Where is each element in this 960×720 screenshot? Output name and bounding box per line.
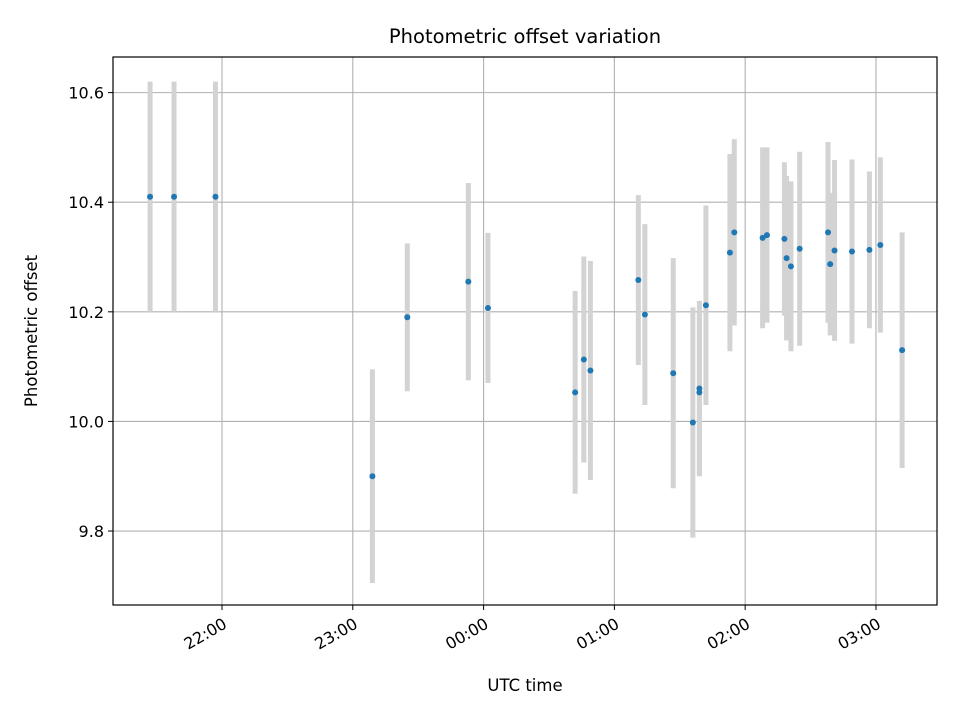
data-point [369,473,376,480]
y-tick-label: 10.0 [68,412,104,431]
y-axis-label: Photometric offset [22,254,41,407]
data-point [580,356,587,363]
x-axis-label: UTC time [487,676,562,695]
data-point [484,304,491,311]
x-tick-label: 02:00 [704,614,753,654]
data-point [759,234,766,241]
data-point [404,314,411,321]
error-bars [147,81,905,584]
data-point [641,311,648,318]
data-point [726,249,733,256]
data-point [787,263,794,270]
y-tick-label: 10.4 [68,193,104,212]
data-point [763,232,770,239]
data-point [781,235,788,242]
x-tick-label: 00:00 [442,614,491,654]
data-point [670,370,677,377]
x-tick-label: 03:00 [835,614,884,654]
data-point [171,193,178,200]
y-tick-label: 10.6 [68,84,104,103]
data-point [827,261,834,268]
x-tick-label: 01:00 [573,614,622,654]
data-point [831,247,838,254]
data-point [689,419,696,426]
data-point [848,248,855,255]
data-point [212,193,219,200]
data-point [877,241,884,248]
data-point [587,367,594,374]
data-point [465,278,472,285]
data-point [796,245,803,252]
x-tick-label: 23:00 [311,614,360,654]
data-point [866,246,873,253]
plot-frame [112,56,938,606]
data-point [731,229,738,236]
data-point [696,385,703,392]
data-point [702,302,709,309]
data-point [147,193,154,200]
y-tick-label: 9.8 [79,522,104,541]
y-tick-label: 10.2 [68,303,104,322]
grid-layer [113,57,937,605]
x-tick-label: 22:00 [181,614,230,654]
data-point [572,389,579,396]
chart-title: Photometric offset variation [389,25,661,48]
data-point [899,347,906,354]
data-points [147,193,906,480]
data-point [635,277,642,284]
data-point [783,255,790,262]
data-point [825,229,832,236]
